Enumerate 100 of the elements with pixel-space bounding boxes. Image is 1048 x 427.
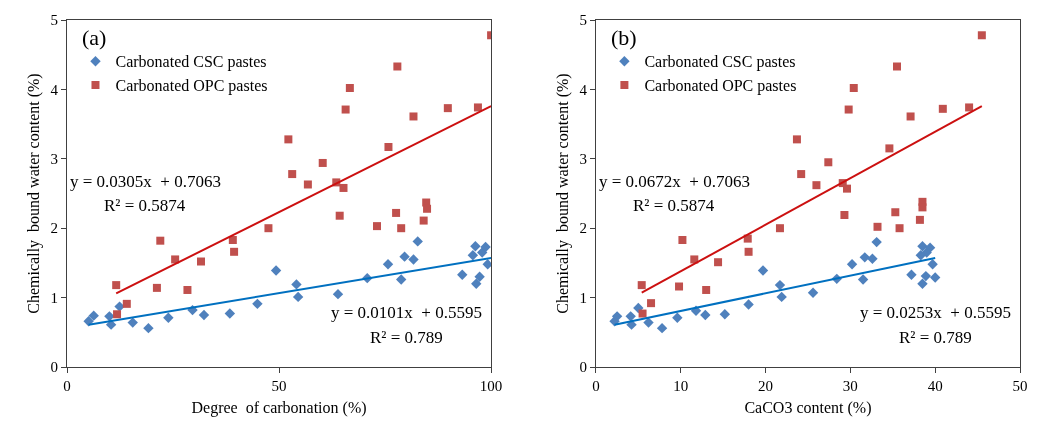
point <box>846 259 858 270</box>
legend-label: Carbonated CSC pastes <box>644 53 796 72</box>
point <box>743 234 752 243</box>
point <box>719 309 731 320</box>
y-tick-label: 0 <box>50 359 58 376</box>
point <box>643 317 654 328</box>
point <box>867 253 878 264</box>
point <box>844 105 853 114</box>
point <box>83 316 94 327</box>
point <box>700 309 711 321</box>
x-axis-title: CaCO3 content (%) <box>744 398 872 417</box>
point <box>675 282 684 291</box>
x-tick-label: 50 <box>271 378 287 394</box>
point <box>871 236 882 248</box>
legend-label: Carbonated OPC pastes <box>115 77 268 96</box>
y-tick-label: 2 <box>579 220 587 237</box>
y-tick-label: 4 <box>579 81 588 98</box>
point <box>842 184 851 193</box>
annotation: y = 0.0253x + 0.5595 <box>860 303 1011 322</box>
x-tick-label: 10 <box>673 378 689 394</box>
point <box>893 62 902 71</box>
point <box>927 259 938 270</box>
annotation: R² = 0.789 <box>899 328 972 347</box>
point <box>482 259 492 270</box>
point <box>409 112 418 121</box>
point <box>112 281 121 290</box>
point <box>341 105 350 114</box>
point <box>977 31 986 40</box>
point <box>744 247 753 256</box>
point <box>292 291 304 303</box>
point <box>797 170 806 179</box>
x-tick-label: 50 <box>1012 378 1028 394</box>
point <box>929 272 941 283</box>
point <box>792 135 801 144</box>
point <box>924 242 936 253</box>
point <box>807 287 819 298</box>
point <box>647 299 656 308</box>
point <box>656 322 668 334</box>
point <box>163 312 174 323</box>
x-tick-label: 40 <box>927 378 943 394</box>
x-tick-label: 0 <box>63 378 71 394</box>
point <box>88 310 99 321</box>
point <box>473 103 482 112</box>
point <box>113 310 122 319</box>
point <box>480 241 491 253</box>
y-tick-label: 1 <box>50 289 58 306</box>
point <box>127 317 138 328</box>
point <box>399 251 410 262</box>
point <box>467 250 479 261</box>
point <box>252 298 263 310</box>
y-axis-title: Chemically bound water content (%) <box>25 73 44 314</box>
point <box>224 308 236 319</box>
point <box>637 281 646 290</box>
legend-label: Carbonated OPC pastes <box>644 77 797 96</box>
annotation: y = 0.0672x + 0.7063 <box>599 172 750 191</box>
y-axis-title: Chemically bound water content (%) <box>554 73 573 314</box>
point <box>743 299 754 310</box>
chart-title: (b) <box>611 25 637 50</box>
legend-label: Carbonated CSC pastes <box>115 53 267 72</box>
point <box>906 112 915 121</box>
point <box>457 269 468 280</box>
point <box>474 271 485 282</box>
y-tick-label: 3 <box>579 151 587 168</box>
point <box>965 103 974 112</box>
y-tick-label: 1 <box>579 289 587 306</box>
point <box>156 236 165 245</box>
point <box>397 224 406 233</box>
point <box>891 208 900 217</box>
point <box>171 255 180 264</box>
point <box>332 288 344 300</box>
x-tick-label: 100 <box>479 378 503 394</box>
point <box>690 255 699 264</box>
annotation: y = 0.0305x + 0.7063 <box>70 172 221 191</box>
y-tick-label: 2 <box>50 220 58 237</box>
point <box>775 224 784 233</box>
point <box>920 270 932 282</box>
annotation: y = 0.0101x + 0.5595 <box>331 303 482 322</box>
point <box>873 222 882 231</box>
point <box>638 309 647 318</box>
annotation: R² = 0.5874 <box>104 196 186 215</box>
point <box>774 279 786 291</box>
point <box>423 204 432 213</box>
point <box>906 269 917 280</box>
point <box>373 222 382 231</box>
annotation: R² = 0.5874 <box>633 196 715 215</box>
point <box>938 104 947 113</box>
point <box>917 278 928 289</box>
point <box>918 203 927 212</box>
point <box>915 250 926 261</box>
point <box>395 274 407 285</box>
point <box>384 143 393 151</box>
x-tick-label: 20 <box>758 378 774 394</box>
point <box>857 274 869 285</box>
point <box>702 285 711 294</box>
point <box>345 84 354 93</box>
point <box>183 285 192 294</box>
point <box>143 322 154 334</box>
point <box>318 158 327 167</box>
point <box>678 236 687 244</box>
point <box>471 278 482 289</box>
